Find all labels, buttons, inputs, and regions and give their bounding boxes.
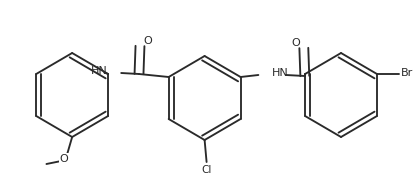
- Text: O: O: [60, 154, 68, 164]
- Text: HN: HN: [90, 66, 107, 76]
- Text: O: O: [292, 38, 300, 48]
- Text: HN: HN: [272, 68, 289, 78]
- Text: Cl: Cl: [201, 165, 212, 175]
- Text: O: O: [144, 36, 152, 46]
- Text: Br: Br: [401, 68, 413, 78]
